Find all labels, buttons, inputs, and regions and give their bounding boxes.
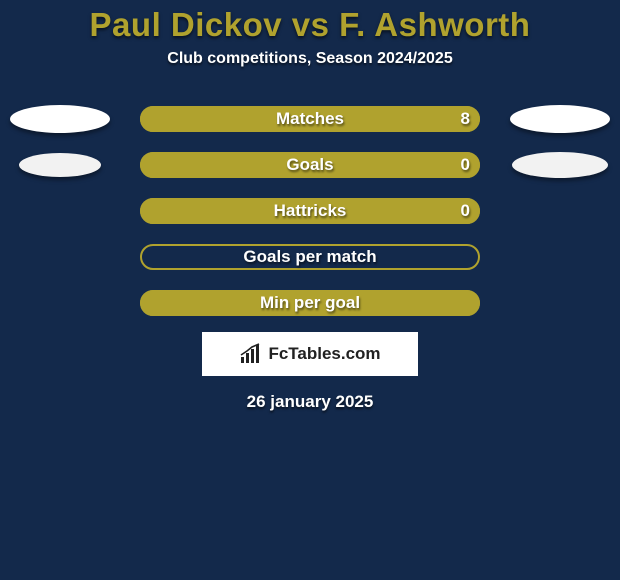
logo-badge: FcTables.com (202, 332, 418, 376)
page-title: Paul Dickov vs F. Ashworth (0, 0, 620, 44)
right-ellipse-icon (510, 105, 610, 133)
stat-row: Matches8 (0, 96, 620, 142)
stat-value-right: 0 (461, 201, 470, 221)
right-ellipse-icon (512, 152, 608, 178)
stat-row: Hattricks0 (0, 188, 620, 234)
date-label: 26 january 2025 (0, 392, 620, 412)
stat-row: Min per goal (0, 280, 620, 326)
stat-rows: Matches8Goals0Hattricks0Goals per matchM… (0, 96, 620, 326)
left-ellipse-icon (19, 153, 101, 177)
stat-row: Goals per match (0, 234, 620, 280)
stat-row: Goals0 (0, 142, 620, 188)
stat-label: Min per goal (0, 293, 620, 313)
left-ellipse-icon (10, 105, 110, 133)
stat-label: Goals per match (0, 247, 620, 267)
stat-value-right: 0 (461, 155, 470, 175)
stat-label: Hattricks (0, 201, 620, 221)
chart-icon (239, 343, 263, 365)
stat-value-right: 8 (461, 109, 470, 129)
page-subtitle: Club competitions, Season 2024/2025 (0, 50, 620, 68)
comparison-infographic: Paul Dickov vs F. Ashworth Club competit… (0, 0, 620, 580)
logo-text: FcTables.com (268, 344, 380, 364)
